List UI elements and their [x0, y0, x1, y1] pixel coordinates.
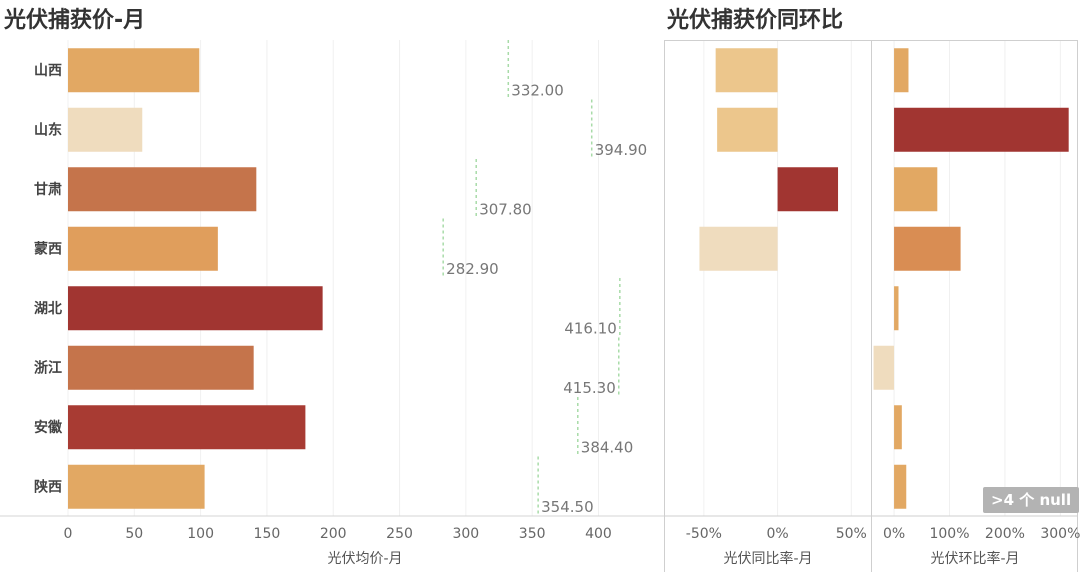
price-bar[interactable]	[68, 345, 254, 390]
category-label: 安徽	[34, 419, 63, 436]
x-axis-title: 光伏同比率-月	[723, 550, 812, 567]
x-tick-label: 300	[452, 526, 479, 542]
x-axis-title: 光伏环比率-月	[930, 550, 1019, 567]
price-bar[interactable]	[68, 48, 200, 93]
category-label: 山西	[34, 63, 62, 79]
x-tick-label: 0%	[766, 526, 788, 542]
mom-bar[interactable]	[894, 107, 1069, 152]
price-bar[interactable]	[68, 286, 323, 331]
x-axis-title: 光伏均价-月	[327, 551, 402, 567]
category-label: 蒙西	[34, 240, 62, 257]
x-tick-label: 0	[64, 526, 73, 542]
category-label: 甘肃	[34, 181, 62, 198]
price-bar[interactable]	[68, 464, 205, 509]
reference-value-label: 415.30	[563, 379, 616, 397]
reference-value-label: 416.10	[564, 320, 617, 338]
left-chart-title: 光伏捕获价-月	[4, 8, 146, 33]
category-label: 湖北	[34, 301, 62, 317]
reference-value-label: 384.40	[581, 439, 634, 457]
price-bar[interactable]	[68, 107, 143, 152]
reference-value-label: 394.90	[595, 141, 648, 159]
yoy-bar[interactable]	[717, 107, 778, 152]
right-chart-title: 光伏捕获价同环比	[667, 8, 844, 33]
category-label: 陕西	[34, 478, 62, 495]
mom-bar[interactable]	[894, 464, 907, 509]
x-tick-label: -50%	[686, 526, 722, 542]
price-bar[interactable]	[68, 167, 257, 212]
reference-value-label: 307.80	[479, 201, 532, 219]
x-tick-label: 100	[187, 526, 214, 542]
x-tick-label: 100%	[929, 526, 969, 542]
mom-bar[interactable]	[894, 167, 938, 212]
x-tick-label: 250	[386, 526, 413, 542]
x-tick-label: 50	[125, 526, 143, 542]
x-tick-label: 150	[254, 526, 281, 542]
reference-value-label: 282.90	[446, 260, 499, 278]
mom-bar[interactable]	[894, 48, 909, 93]
yoy-bar[interactable]	[699, 226, 778, 271]
x-tick-label: 400	[585, 526, 612, 542]
category-label: 山东	[34, 121, 62, 138]
x-tick-label: 350	[519, 526, 546, 542]
price-bar[interactable]	[68, 405, 306, 450]
mom-bar[interactable]	[894, 226, 961, 271]
category-label: 浙江	[34, 359, 62, 376]
mom-bar[interactable]	[894, 405, 902, 450]
x-tick-label: 200%	[985, 526, 1025, 542]
yoy-bar[interactable]	[777, 167, 839, 212]
price-bar[interactable]	[68, 226, 218, 271]
mom-bar[interactable]	[873, 345, 895, 390]
reference-value-label: 354.50	[541, 498, 594, 516]
yoy-bar[interactable]	[715, 48, 778, 93]
x-tick-label: 0%	[883, 526, 905, 542]
null-count-badge[interactable]: >4 个 null	[983, 487, 1080, 513]
x-tick-label: 300%	[1040, 526, 1080, 542]
x-tick-label: 50%	[836, 526, 867, 542]
mom-bar[interactable]	[894, 286, 899, 331]
reference-value-label: 332.00	[511, 82, 564, 100]
x-tick-label: 200	[320, 526, 347, 542]
